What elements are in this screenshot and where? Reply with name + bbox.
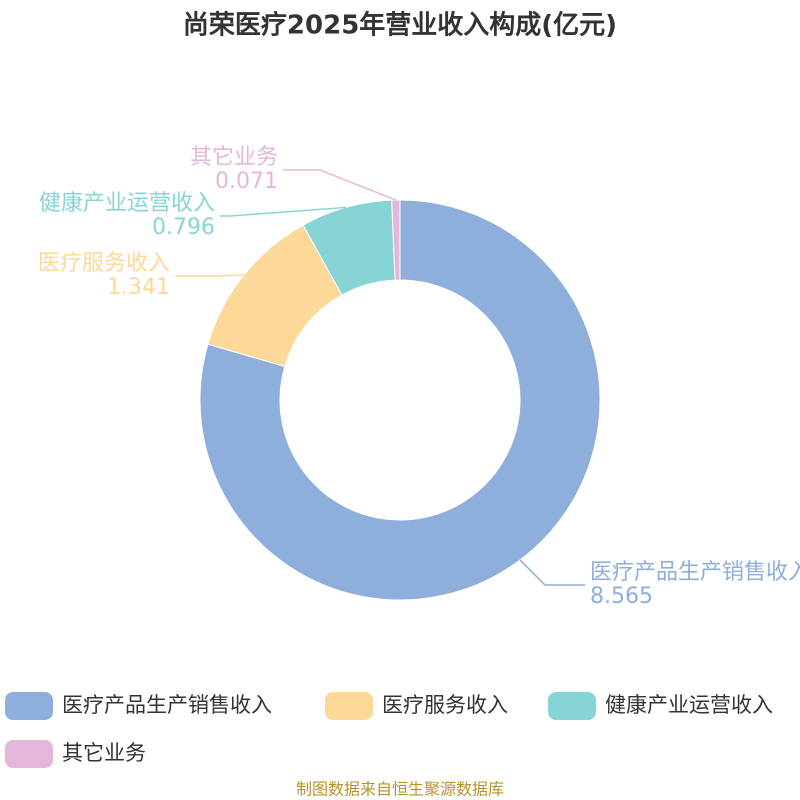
slice-value: 0.796 [152,215,215,240]
legend-label: 医疗产品生产销售收入 [62,693,272,717]
legend-label: 其它业务 [62,741,146,765]
legend-swatch [5,692,53,720]
leader-line [175,274,244,277]
slice-label: 医疗产品生产销售收入 [590,560,800,585]
slice-value: 0.071 [215,169,278,194]
source-note: 制图数据来自恒生聚源数据库 [296,780,504,799]
slice-label: 健康产业运营收入 [39,191,215,216]
legend-label: 医疗服务收入 [382,693,508,717]
legend-swatch [548,692,596,720]
leader-line [519,559,585,586]
legend-label: 健康产业运营收入 [605,693,773,717]
slice-value: 8.565 [590,584,653,609]
slice-label: 其它业务 [190,145,278,170]
legend-swatch [325,692,373,720]
slice-value: 1.341 [107,275,170,300]
leader-line [220,206,347,217]
donut-slice [199,199,601,601]
leader-line [283,169,397,201]
chart-title: 尚荣医疗2025年营业收入构成(亿元) [183,10,617,41]
legend-swatch [5,740,53,768]
slice-label: 医疗服务收入 [38,251,170,276]
